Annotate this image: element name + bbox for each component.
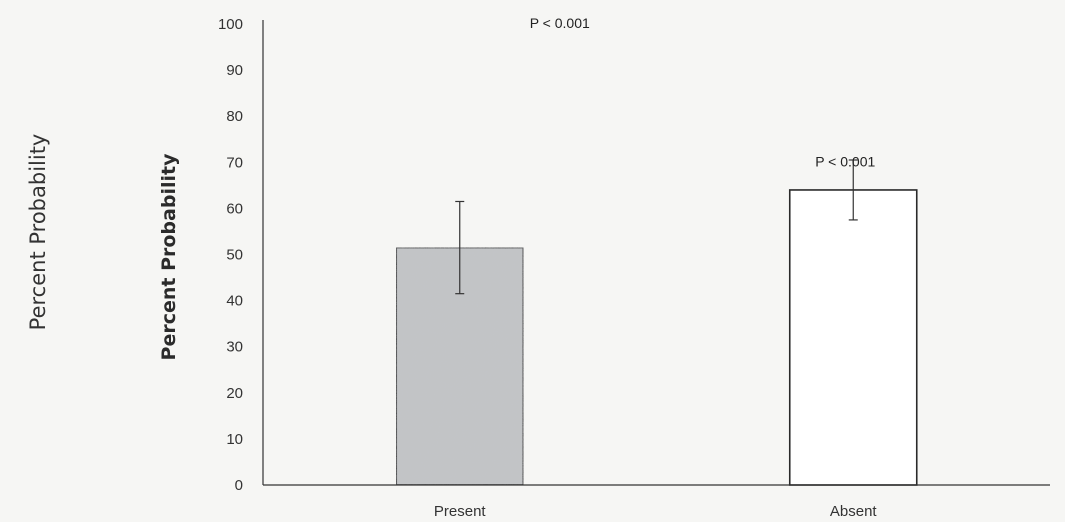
error-bars [455, 159, 858, 295]
bars [395, 189, 918, 486]
y-tick-label: 70 [226, 154, 243, 171]
y-axis-label-outer: Percent Probability [26, 134, 50, 331]
y-tick-label: 80 [226, 108, 243, 125]
y-tick-label: 30 [226, 339, 243, 356]
y-tick-label: 0 [235, 477, 243, 494]
y-tick-label: 40 [226, 293, 243, 310]
y-tick-label: 10 [226, 431, 243, 448]
y-axis-label: Percent Probability [158, 153, 180, 361]
bar [788, 189, 918, 486]
y-tick-label: 90 [226, 62, 243, 79]
p-value-annotation: P < 0.001 [530, 15, 590, 31]
error-bar [455, 200, 465, 295]
x-tick-labels: Present Absent [434, 503, 878, 520]
y-tick-label: 50 [226, 247, 243, 264]
x-tick-label: Present [434, 503, 487, 520]
x-tick-label: Absent [830, 503, 878, 520]
y-tick-label: 60 [226, 200, 243, 217]
y-tick-labels: 0 10 20 30 40 50 60 70 80 90 100 [218, 16, 243, 494]
p-value-annotation: P < 0.001 [815, 153, 875, 169]
error-bar [848, 159, 858, 221]
y-tick-label: 20 [226, 385, 243, 402]
annotations: P < 0.001 P < 0.001 [530, 15, 876, 169]
y-tick-label: 100 [218, 16, 243, 33]
